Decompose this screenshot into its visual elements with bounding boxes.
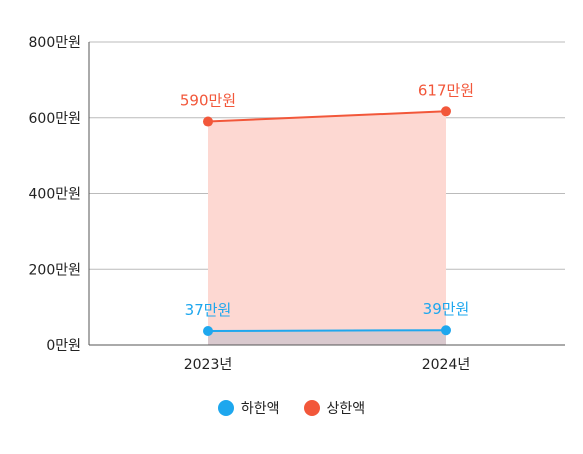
data-point[interactable] [441, 106, 451, 117]
data-label: 37만원 [185, 301, 232, 319]
y-tick-label: 600만원 [29, 111, 81, 127]
legend-item-upper[interactable]: 상한액 [303, 398, 366, 418]
data-point[interactable] [203, 325, 213, 336]
x-tick-label: 2024년 [422, 357, 471, 373]
series: 37만원 39만원 590만원 617만원 [180, 81, 474, 336]
y-tick-label: 200만원 [29, 262, 81, 278]
data-label: 590만원 [180, 92, 236, 110]
x-tick-label: 2023년 [184, 357, 233, 373]
y-tick-label: 0만원 [46, 338, 81, 354]
series-line [207, 110, 447, 123]
legend-marker-lower [217, 400, 234, 416]
legend-label-upper: 상한액 [326, 401, 366, 417]
lower-range-area [208, 330, 446, 345]
y-tick-labels: 0만원 200만원 400만원 600만원 800만원 [29, 35, 81, 354]
upper-range-area [208, 111, 446, 331]
legend-label-lower: 하한액 [240, 401, 280, 417]
legend-item-lower[interactable]: 하한액 [217, 398, 280, 418]
legend-marker-upper [303, 400, 320, 416]
data-label: 39만원 [423, 300, 470, 318]
legend: 하한액 상한액 [0, 398, 583, 418]
data-point[interactable] [203, 116, 213, 127]
x-tick-labels: 2023년 2024년 [184, 357, 471, 373]
data-label: 617만원 [418, 81, 474, 99]
y-tick-label: 800만원 [29, 35, 81, 51]
data-point[interactable] [441, 325, 451, 336]
range-area [208, 111, 446, 345]
y-tick-label: 400만원 [29, 187, 81, 203]
series-line [207, 329, 447, 332]
